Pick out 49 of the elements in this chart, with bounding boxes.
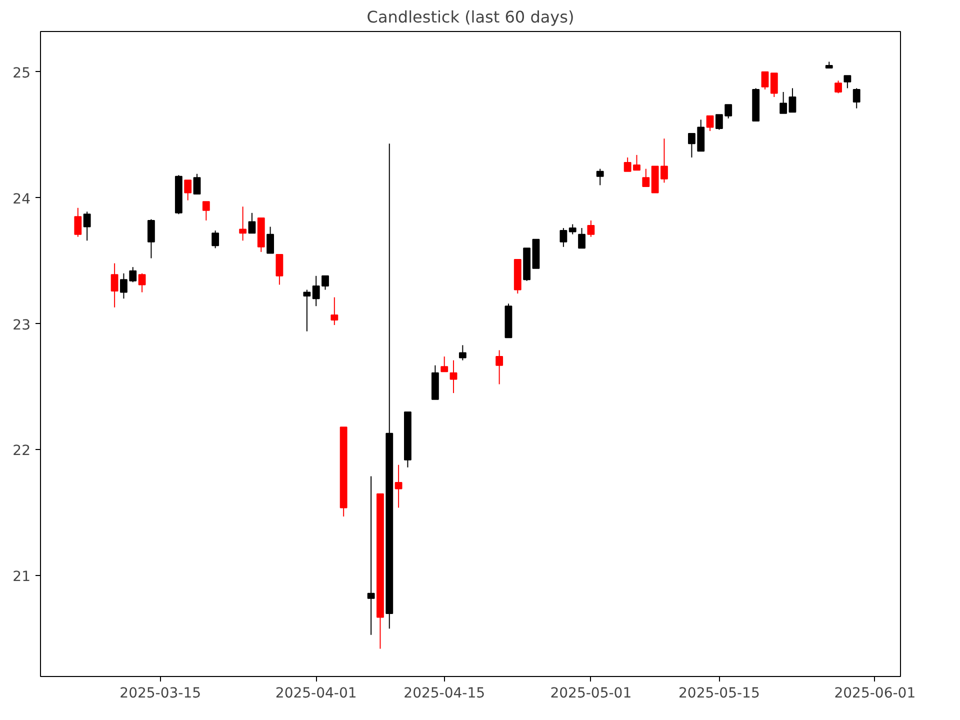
candlestick xyxy=(596,168,604,186)
candlestick xyxy=(330,296,338,326)
chart-title: Candlestick (last 60 days) xyxy=(366,8,574,26)
candlestick xyxy=(239,206,247,242)
candlestick xyxy=(193,173,201,195)
x-tick-label: 2025-03-15 xyxy=(120,686,202,702)
candlestick xyxy=(266,226,274,254)
candlestick xyxy=(642,168,650,187)
y-tick-label: 22 xyxy=(12,443,31,460)
candlestick xyxy=(780,91,788,114)
candlestick xyxy=(184,180,192,201)
candlestick xyxy=(138,272,146,293)
x-tick-label: 2025-05-15 xyxy=(678,686,760,702)
candlestick xyxy=(450,360,458,394)
x-tick-label: 2025-04-15 xyxy=(404,686,486,702)
candlestick xyxy=(852,88,860,109)
candlestick xyxy=(587,220,595,238)
candlestick xyxy=(83,211,91,242)
y-tick-label: 25 xyxy=(12,65,31,82)
candlestick xyxy=(303,289,311,332)
candlestick xyxy=(147,218,155,259)
candlestick xyxy=(844,75,852,89)
candlestick xyxy=(394,464,402,508)
x-tick-label: 2025-06-01 xyxy=(834,686,916,702)
candlestick xyxy=(834,80,842,94)
y-tick-label: 21 xyxy=(12,569,31,586)
x-tick-label: 2025-04-01 xyxy=(275,686,357,702)
candlestick xyxy=(770,72,778,98)
candlestick xyxy=(440,356,448,372)
y-tick-label: 23 xyxy=(12,317,31,334)
candlestick xyxy=(322,275,329,290)
candlestick xyxy=(212,230,220,249)
candlestick xyxy=(788,88,796,113)
candlestick xyxy=(367,476,375,636)
candlestick xyxy=(761,71,769,90)
candlestick xyxy=(706,115,714,132)
candlestick xyxy=(312,275,320,307)
candlestick xyxy=(458,344,466,361)
candlestick xyxy=(568,224,576,235)
x-tick-label: 2025-05-01 xyxy=(550,686,632,702)
candlestick xyxy=(202,201,210,221)
candlestick xyxy=(578,228,586,249)
candlestick xyxy=(496,350,504,385)
y-tick-label: 24 xyxy=(12,191,31,208)
candlestick xyxy=(248,212,256,234)
candlestick xyxy=(74,207,82,238)
candlestick xyxy=(276,254,284,286)
candlestick xyxy=(560,228,568,248)
candlestick xyxy=(110,262,118,308)
